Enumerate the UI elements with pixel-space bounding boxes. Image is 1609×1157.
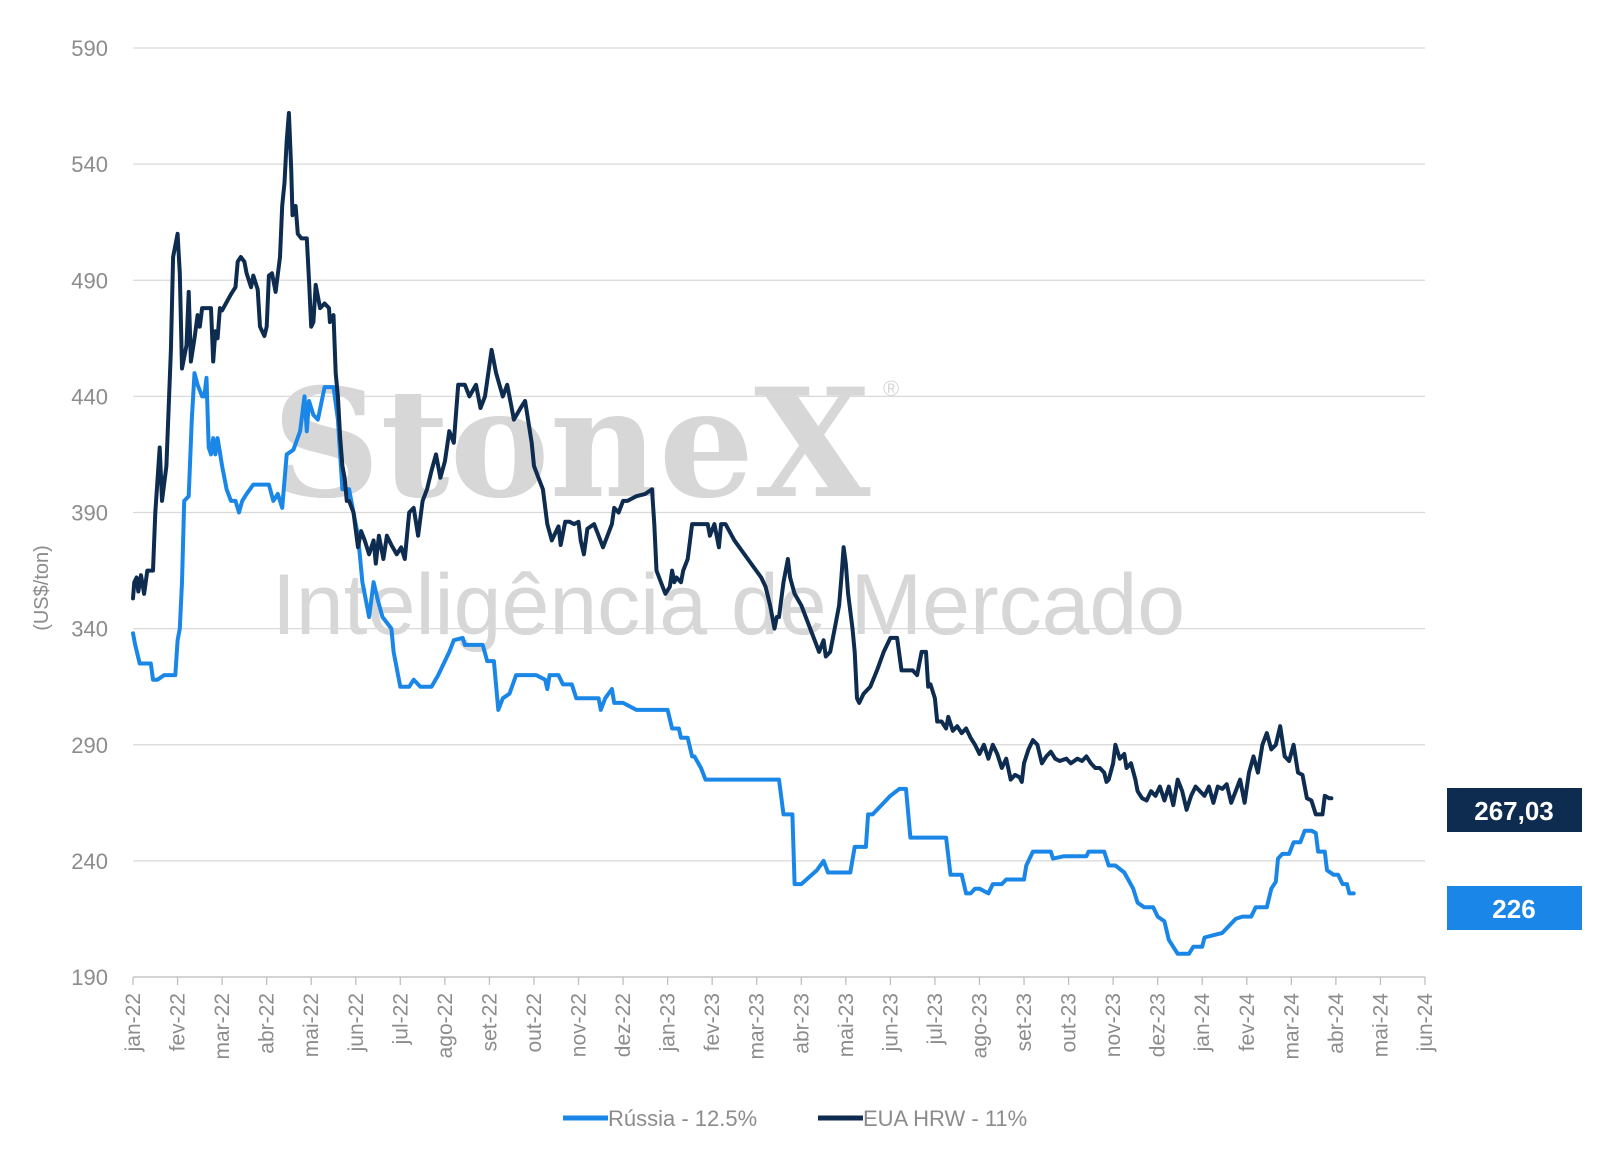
x-tick-label: set-23	[1013, 993, 1036, 1051]
x-tick-label: fev-24	[1236, 993, 1259, 1052]
x-tick-label: fev-23	[701, 993, 724, 1051]
x-tick-label: out-23	[1058, 993, 1081, 1053]
x-tick-label: abr-22	[256, 993, 279, 1054]
x-tick-label: ago-23	[968, 993, 991, 1058]
x-tick-label: nov-22	[568, 993, 591, 1057]
watermark-registered-mark: ®	[883, 376, 899, 401]
x-tick-label: mar-23	[746, 993, 769, 1060]
x-tick-label: dez-22	[612, 993, 635, 1057]
y-tick-label: 290	[71, 733, 108, 758]
series-line-usa-hrw	[131, 111, 1334, 817]
y-tick-label: 390	[71, 501, 108, 526]
x-tick-label: mar-24	[1280, 993, 1303, 1060]
x-tick-label: jul-22	[389, 993, 412, 1045]
x-tick-label: fev-22	[167, 993, 190, 1051]
x-tick-label: abr-24	[1325, 993, 1348, 1054]
y-axis-label: (US$/ton)	[31, 545, 53, 631]
watermark-brand: StoneX	[272, 356, 871, 532]
y-axis-ticks: 190 240 290 340 390 440 490 540 590	[71, 36, 108, 990]
watermark-tagline: Inteligência de Mercado	[272, 557, 1185, 653]
x-tick-label: set-22	[478, 993, 501, 1051]
x-tick-label: jun-22	[345, 993, 368, 1052]
legend: Rússia - 12.5% EUA HRW - 11%	[563, 1106, 1027, 1131]
x-tick-label: mai-24	[1369, 993, 1392, 1058]
y-tick-label: 490	[71, 268, 108, 293]
gridlines	[133, 47, 1425, 978]
y-tick-label: 240	[71, 849, 108, 874]
x-tick-label: out-22	[523, 993, 546, 1053]
x-tick-label: ago-22	[434, 993, 457, 1058]
legend-label-usa-hrw: EUA HRW - 11%	[863, 1106, 1027, 1131]
x-tick-label: abr-23	[790, 993, 813, 1054]
y-tick-label: 440	[71, 384, 108, 409]
x-tick-label: dez-23	[1147, 993, 1170, 1057]
x-tick-label: jul-23	[924, 993, 947, 1045]
x-tick-label: nov-23	[1102, 993, 1125, 1057]
x-tick-label: mai-23	[835, 993, 858, 1057]
legend-label-russia: Rússia - 12.5%	[608, 1106, 757, 1131]
end-value-badges: 226 267,03	[1447, 788, 1582, 930]
end-label-usa-hrw: 267,03	[1474, 796, 1554, 826]
x-tick-label: jun-23	[879, 993, 902, 1052]
y-tick-label: 590	[71, 36, 108, 61]
y-tick-label: 340	[71, 617, 108, 642]
x-axis: jan-22 fev-22 mar-22 abr-22 mai-22 jun-22 jul-…	[122, 976, 1437, 1060]
x-tick-label: mar-22	[211, 993, 234, 1060]
y-tick-label: 540	[71, 152, 108, 177]
series-line-russia	[131, 371, 1356, 956]
x-tick-label: jun-24	[1414, 993, 1437, 1053]
x-tick-label: jan-24	[1191, 993, 1214, 1053]
y-tick-label: 190	[71, 965, 108, 990]
end-badge-usa-hrw	[1447, 788, 1582, 832]
x-tick-label: mai-22	[300, 993, 323, 1057]
x-tick-label: jan-23	[657, 993, 680, 1052]
x-tick-label: jan-22	[122, 993, 145, 1052]
stonex-watermark: StoneX ® Inteligência de Mercado	[272, 356, 1185, 653]
series-lines	[131, 111, 1356, 956]
end-badge-russia	[1447, 886, 1582, 930]
end-label-russia: 226	[1492, 894, 1535, 924]
